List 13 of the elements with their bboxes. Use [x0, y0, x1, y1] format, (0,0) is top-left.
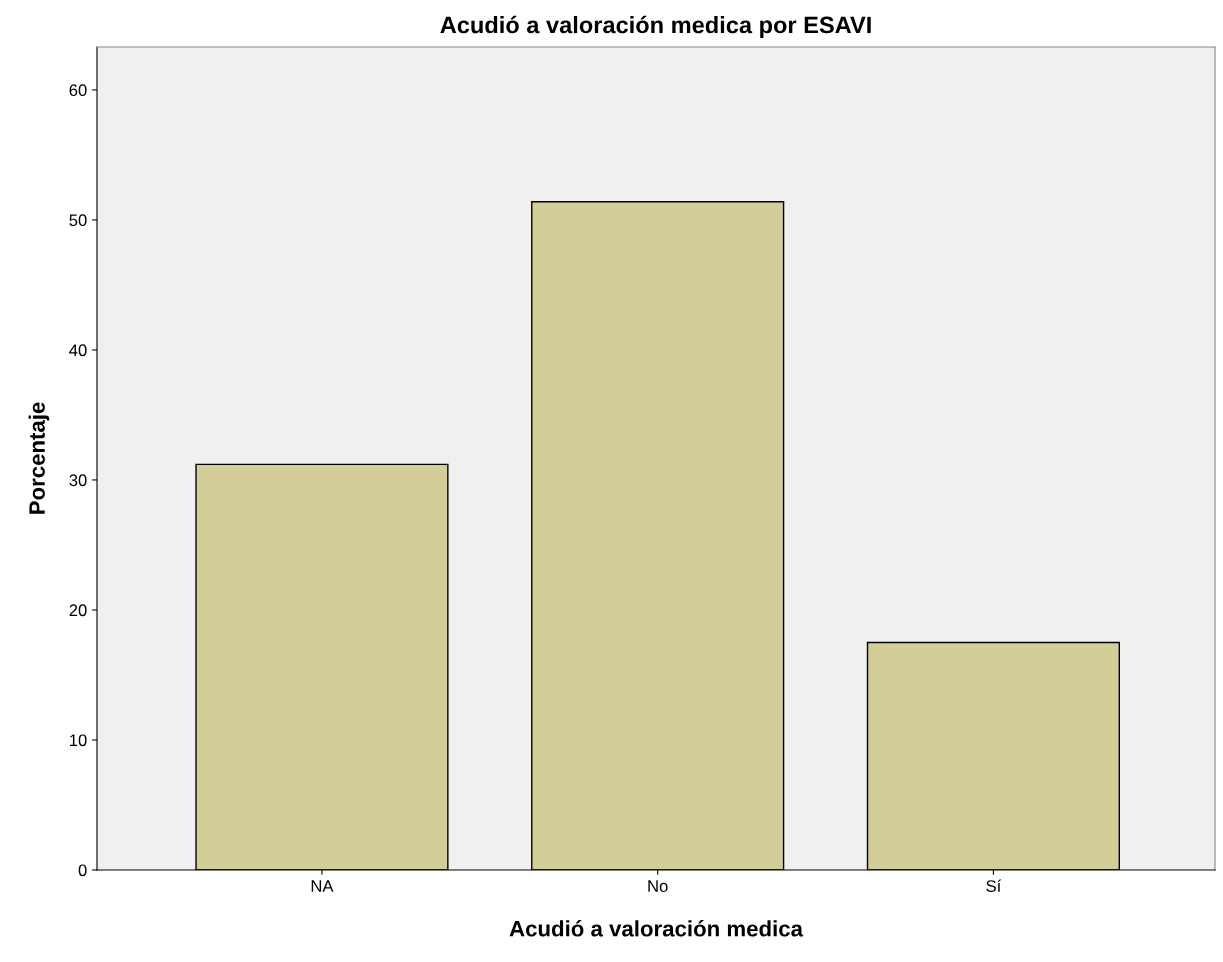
x-tick-label: No [648, 880, 668, 892]
x-axis-title: Acudió a valoración medica [509, 920, 804, 937]
y-tick-label: 0 [78, 864, 87, 877]
chart-title: Acudió a valoración medica por ESAVI [440, 15, 871, 39]
y-tick-label: 20 [69, 604, 87, 617]
y-tick-label: 30 [69, 474, 87, 487]
y-tick-label: 40 [69, 344, 87, 357]
y-tick-label: 50 [69, 214, 87, 227]
y-tick-label: 60 [69, 84, 87, 97]
y-axis-title: Porcentaje [28, 402, 50, 514]
y-tick-label: 10 [70, 734, 87, 747]
x-tick-label: Sí [986, 879, 1002, 892]
x-tick-label: NA [311, 880, 334, 892]
